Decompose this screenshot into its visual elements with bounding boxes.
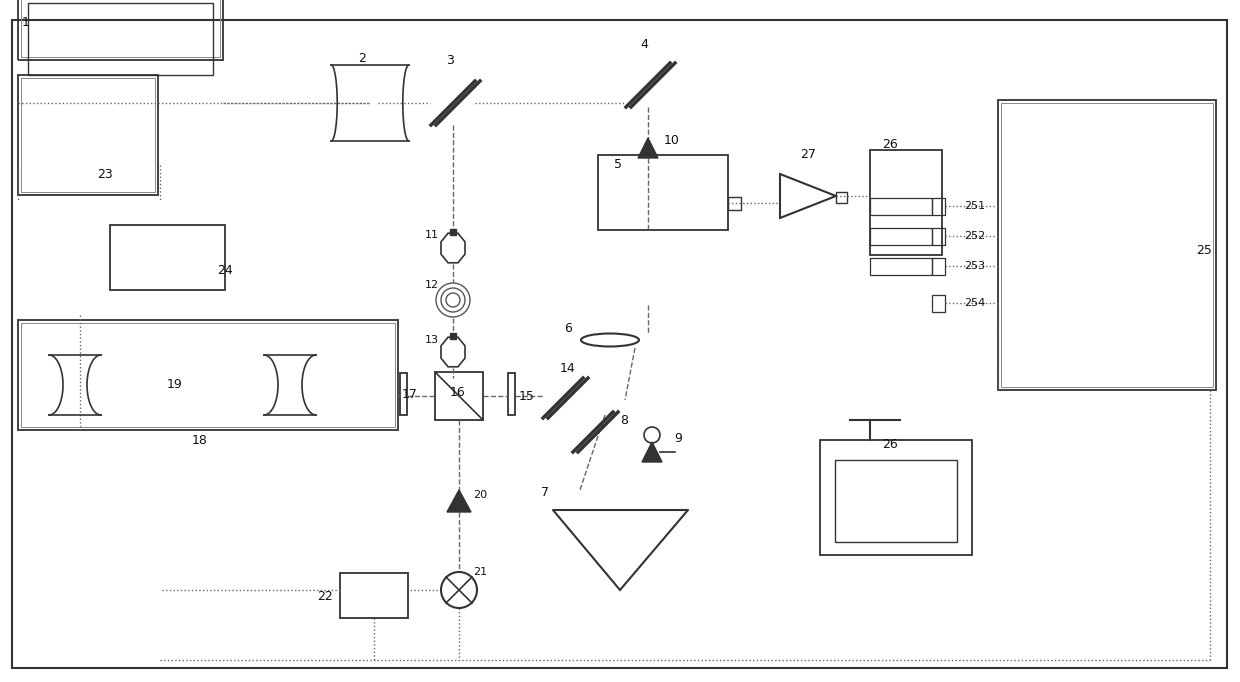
Polygon shape (441, 337, 465, 367)
Bar (932, 198, 945, 215)
Bar (1001, 103, 1213, 387)
Bar (870, 198, 932, 215)
Text: 253: 253 (965, 261, 986, 271)
Text: 6: 6 (564, 321, 572, 334)
Polygon shape (446, 490, 471, 512)
Text: 12: 12 (425, 280, 439, 290)
Text: 11: 11 (425, 230, 439, 240)
Text: 24: 24 (217, 263, 233, 276)
Text: 17: 17 (402, 389, 418, 402)
Polygon shape (642, 442, 662, 462)
Bar (820, 440, 972, 555)
Bar (435, 372, 484, 420)
Text: 4: 4 (640, 38, 649, 52)
Text: 5: 5 (614, 158, 622, 171)
Bar (21, 0, 219, 57)
Bar (998, 100, 1216, 390)
Bar (21, 323, 396, 427)
Text: 18: 18 (192, 434, 208, 447)
Text: 16: 16 (450, 385, 466, 398)
Bar (401, 373, 407, 415)
Polygon shape (441, 233, 465, 263)
Bar (29, 3, 213, 75)
Bar (836, 192, 847, 203)
Bar (110, 225, 224, 290)
Bar (19, 75, 157, 195)
Bar (835, 460, 957, 542)
Bar (598, 155, 728, 230)
Text: 2: 2 (358, 52, 366, 65)
Text: 9: 9 (675, 432, 682, 445)
Text: 1: 1 (22, 16, 30, 29)
Text: 252: 252 (965, 231, 986, 241)
Text: 13: 13 (425, 335, 439, 345)
Bar (728, 197, 742, 210)
Text: 251: 251 (965, 201, 986, 211)
Bar (870, 258, 932, 275)
Text: 15: 15 (520, 389, 534, 402)
Text: 26: 26 (882, 138, 898, 151)
Bar (19, 320, 398, 430)
Text: 21: 21 (472, 567, 487, 577)
Bar (870, 150, 942, 255)
Text: 22: 22 (317, 589, 332, 602)
Bar (870, 228, 932, 245)
Bar (932, 258, 945, 275)
Text: 7: 7 (541, 486, 549, 499)
Text: 8: 8 (620, 413, 627, 426)
Text: 10: 10 (665, 134, 680, 147)
Text: 254: 254 (965, 298, 986, 308)
Polygon shape (639, 138, 658, 158)
Text: 27: 27 (800, 149, 816, 162)
Text: 3: 3 (446, 53, 454, 67)
Text: 26: 26 (882, 439, 898, 451)
Circle shape (441, 572, 477, 608)
Bar (21, 78, 155, 192)
Bar (932, 228, 945, 245)
Bar (932, 295, 945, 312)
Text: 19: 19 (167, 379, 182, 391)
Text: 14: 14 (560, 361, 575, 374)
Polygon shape (553, 510, 688, 590)
Text: 23: 23 (97, 168, 113, 181)
Text: 20: 20 (472, 490, 487, 500)
Bar (340, 573, 408, 618)
Bar (508, 373, 515, 415)
Text: 25: 25 (1197, 243, 1211, 256)
Bar (19, 0, 223, 60)
